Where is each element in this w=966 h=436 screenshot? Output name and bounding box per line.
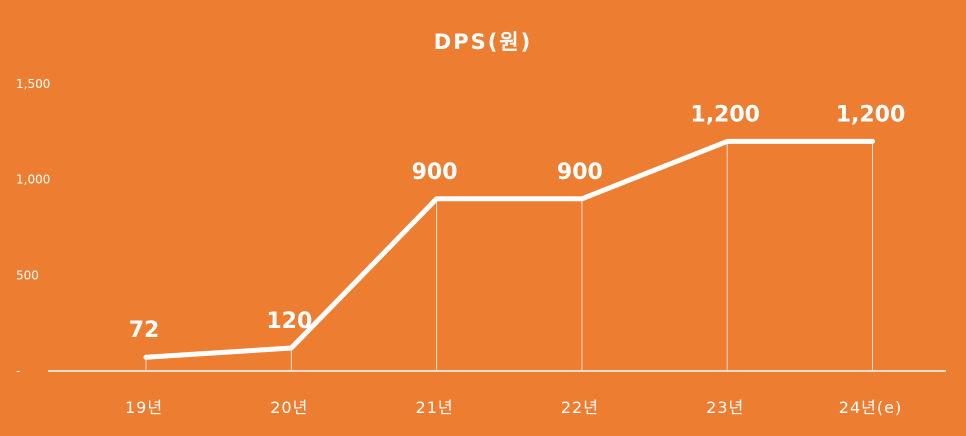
data-label: 900 [412, 160, 458, 185]
data-label: 1,200 [690, 102, 760, 127]
x-axis: 19년 20년 21년 22년 23년 24년(e) [48, 370, 946, 417]
x-tick-label: 21년 [416, 398, 454, 417]
x-tick-label: 24년(e) [839, 398, 902, 417]
data-labels: 72 120 900 900 1,200 1,200 [129, 102, 906, 343]
y-tick-label: 1,500 [16, 77, 50, 91]
data-label: 72 [129, 318, 160, 343]
y-axis: - 500 1,000 1,500 [16, 77, 50, 378]
y-tick-label: 500 [16, 268, 39, 282]
x-tick-label: 20년 [270, 398, 308, 417]
x-tick-label: 19년 [125, 398, 163, 417]
x-tick-label: 23년 [706, 398, 744, 417]
data-label: 120 [266, 309, 312, 334]
series-line-dps [143, 138, 875, 360]
data-label: 1,200 [836, 102, 906, 127]
x-tick-label: 22년 [561, 398, 599, 417]
data-label: 900 [557, 160, 603, 185]
chart-title: DPS(원) [433, 30, 533, 54]
y-tick-label: 1,000 [16, 173, 50, 187]
y-tick-label: - [16, 364, 20, 378]
drop-lines [145, 141, 873, 371]
